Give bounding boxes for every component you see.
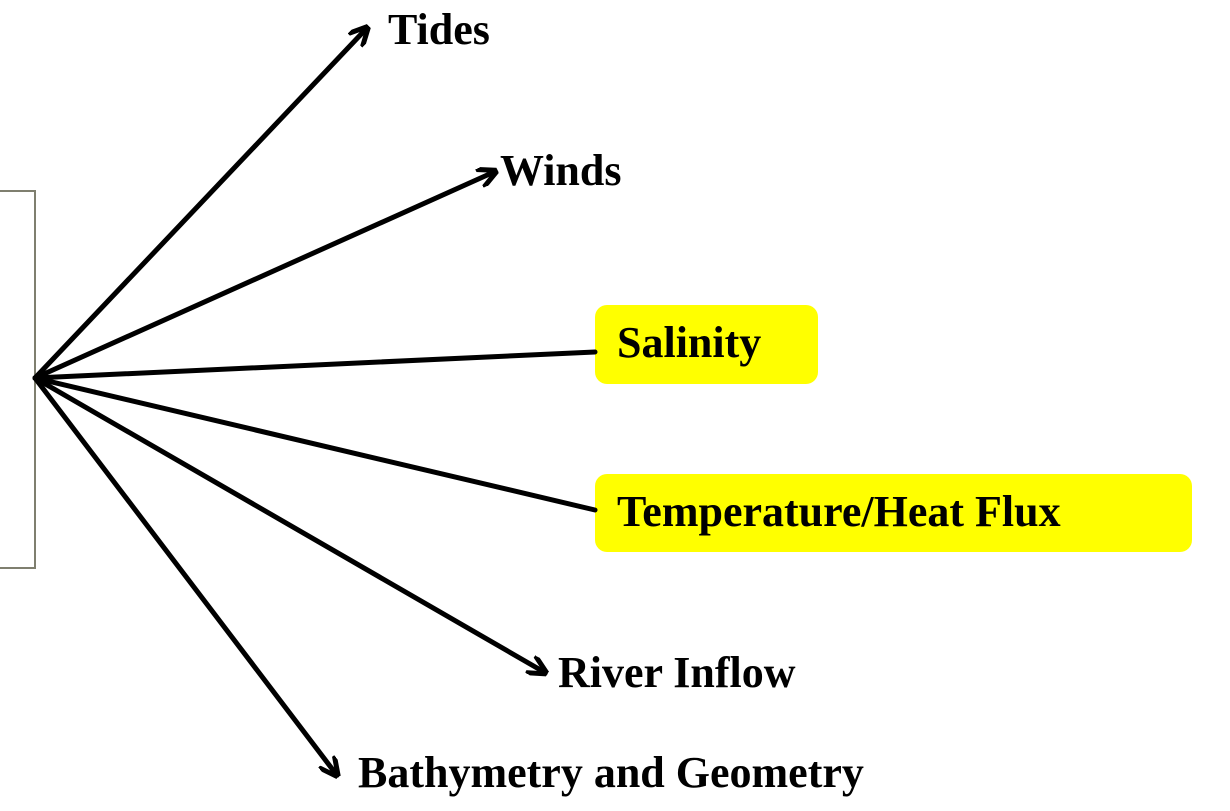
node-label: Bathymetry and Geometry (358, 748, 864, 797)
highlight (595, 474, 1192, 552)
source-box (0, 190, 36, 569)
arrow (32, 29, 366, 381)
arrow (32, 349, 598, 381)
node-label: Winds (500, 146, 622, 195)
node-label: Tides (388, 5, 490, 54)
arrow (32, 375, 336, 774)
node-label: Temperature/Heat Flux (617, 487, 1061, 536)
node-label: River Inflow (558, 648, 796, 697)
node-label: Salinity (617, 318, 761, 367)
highlight (595, 305, 818, 384)
arrow (32, 172, 494, 381)
arrow (32, 375, 598, 513)
arrow (32, 375, 544, 672)
